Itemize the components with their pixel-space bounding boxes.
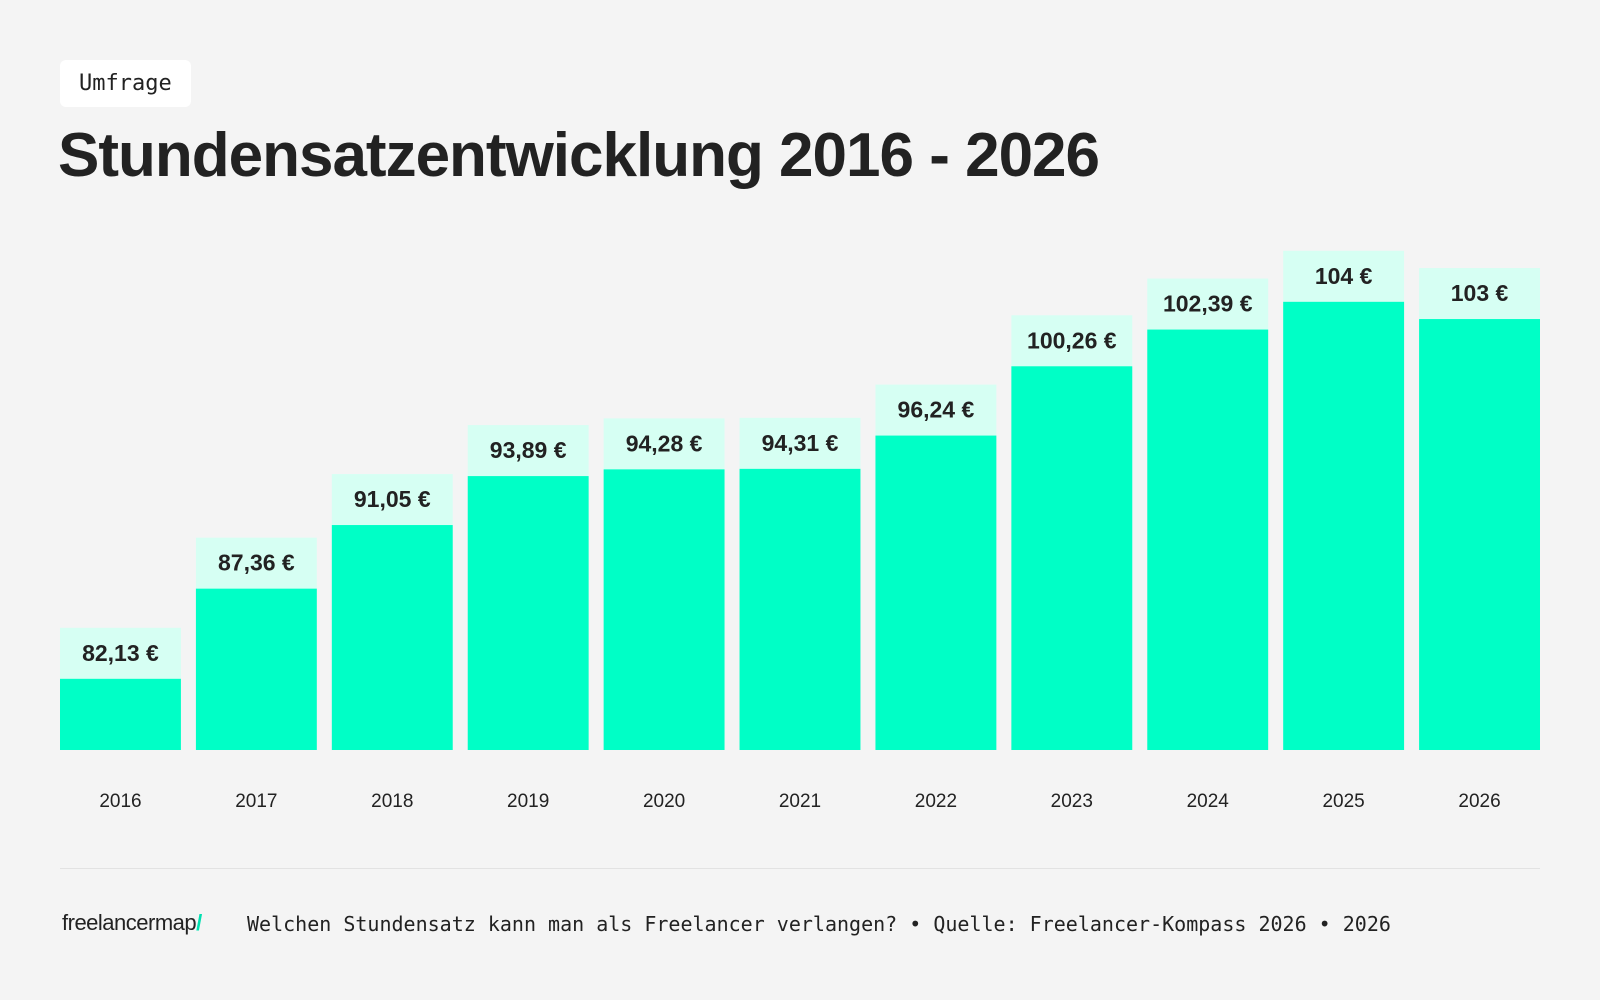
- data-label-box: [1011, 315, 1133, 367]
- bar: [1419, 319, 1540, 750]
- logo-mark: /: [196, 910, 202, 935]
- bar: [1011, 366, 1133, 750]
- bar: [60, 678, 181, 750]
- x-tick-label: 2018: [371, 791, 413, 812]
- data-label-box: [467, 425, 589, 477]
- freelancermap-logo: freelancermap/: [62, 910, 202, 936]
- bar: [467, 476, 589, 750]
- divider: [60, 868, 1540, 869]
- data-label: 94,28 €: [626, 430, 703, 456]
- x-tick-label: 2025: [1322, 791, 1364, 812]
- data-label: 91,05 €: [354, 486, 431, 512]
- x-tick-label: 2023: [1051, 791, 1093, 812]
- data-label: 94,31 €: [762, 430, 839, 456]
- data-label: 93,89 €: [490, 437, 567, 463]
- data-label-box: [331, 474, 453, 526]
- bar: [195, 588, 317, 750]
- data-label: 104 €: [1315, 263, 1373, 289]
- x-tick-label: 2016: [99, 791, 141, 812]
- data-label-box: [60, 627, 181, 679]
- bar-chart: 82,13 € 2016 87,36 € 2017 91,05 € 2018 93,89 €…: [60, 250, 1540, 812]
- survey-tag: Umfrage: [60, 60, 191, 107]
- data-label-box: [1419, 268, 1540, 320]
- data-label-box: [195, 537, 317, 589]
- data-label: 100,26 €: [1027, 327, 1117, 353]
- data-label-box: [875, 384, 997, 436]
- data-label-box: [739, 417, 861, 469]
- data-label-box: [1147, 278, 1269, 330]
- data-label-box: [1283, 250, 1405, 302]
- x-tick-label: 2024: [1187, 791, 1230, 812]
- footer-caption: Welchen Stundensatz kann man als Freelan…: [247, 912, 1391, 936]
- x-tick-label: 2021: [779, 791, 821, 812]
- bar: [1283, 301, 1405, 750]
- logo-text: freelancermap: [62, 910, 197, 935]
- data-label: 87,36 €: [218, 550, 295, 576]
- data-label-box: [603, 418, 725, 470]
- bar: [739, 468, 861, 750]
- page-title: Stundensatzentwicklung 2016 - 2026: [58, 121, 1100, 190]
- data-label: 103 €: [1451, 280, 1509, 306]
- bar: [331, 525, 453, 750]
- data-label: 82,13 €: [82, 640, 159, 666]
- x-tick-label: 2017: [235, 791, 277, 812]
- x-tick-label: 2020: [643, 791, 685, 812]
- bar: [1147, 329, 1269, 750]
- x-tick-label: 2026: [1458, 791, 1500, 812]
- x-tick-label: 2019: [507, 791, 549, 812]
- data-label: 96,24 €: [898, 397, 975, 423]
- bar: [875, 435, 997, 750]
- x-tick-label: 2022: [915, 791, 957, 812]
- bar: [603, 469, 725, 750]
- data-label: 102,39 €: [1163, 291, 1253, 317]
